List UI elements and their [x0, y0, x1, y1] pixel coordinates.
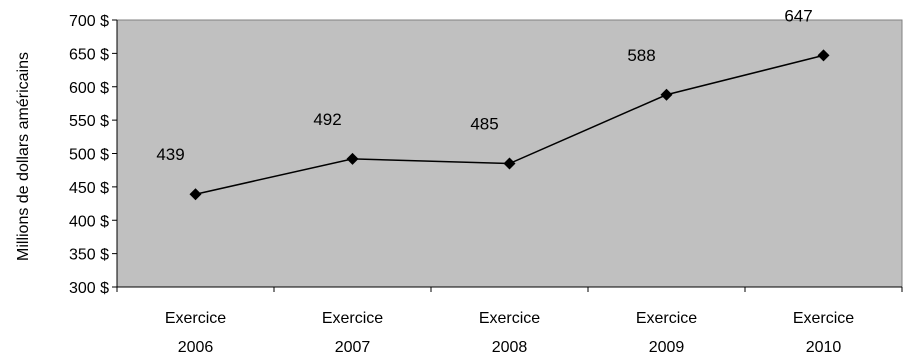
data-label: 492	[313, 110, 341, 129]
plot-area	[116, 19, 903, 288]
y-tick-label: 700 $	[69, 13, 109, 30]
data-label: 485	[470, 115, 498, 134]
x-tick-label: Exercice 2008	[479, 310, 540, 356]
x-tick-label: Exercice 2010	[793, 310, 854, 356]
data-label: 588	[627, 46, 655, 65]
y-tick-label: 500 $	[69, 147, 109, 164]
y-axis-title: Millions de dollars américains	[15, 52, 32, 261]
y-tick-label: 600 $	[69, 80, 109, 97]
data-point-marker	[660, 88, 673, 101]
x-tick-label: Exercice 2009	[636, 310, 697, 356]
data-point-marker	[346, 152, 359, 165]
x-axis: Exercice 2006 Exercice 2007 Exercice 2008 Exer…	[116, 286, 903, 356]
data-point-marker	[189, 188, 202, 201]
data-label: 647	[784, 6, 812, 25]
x-tick-label: Exercice 2007	[322, 310, 383, 356]
data-point-marker	[503, 157, 516, 170]
y-tick-label: 650 $	[69, 46, 109, 63]
y-tick-label: 450 $	[69, 180, 109, 197]
series-layer: 439 492 485 588 647	[156, 6, 830, 201]
x-tick-label: Exercice 2006	[165, 310, 226, 356]
data-label: 439	[156, 145, 184, 164]
y-tick-label: 550 $	[69, 113, 109, 130]
y-tick-label: 400 $	[69, 213, 109, 230]
y-tick-label: 350 $	[69, 247, 109, 264]
y-axis: 300 $ 350 $ 400 $ 450 $ 500 $ 550 $ 600 $ 650 $…	[69, 13, 118, 297]
y-tick-label: 300 $	[69, 280, 109, 297]
data-point-marker	[817, 49, 830, 62]
